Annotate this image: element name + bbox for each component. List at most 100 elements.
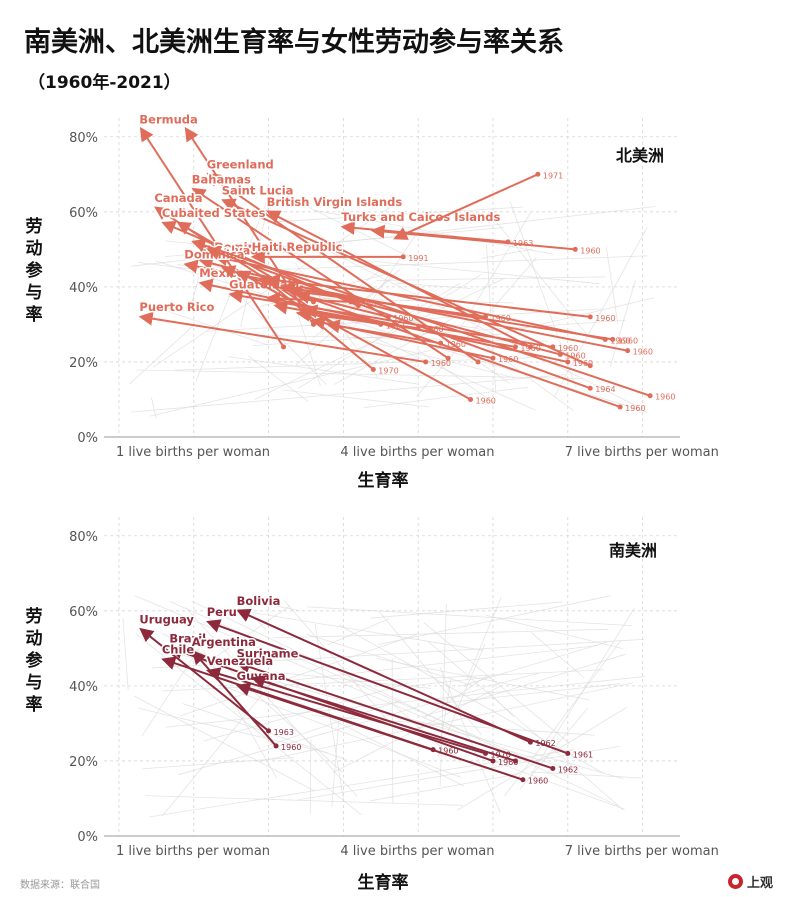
series-label: Uruguay xyxy=(139,613,194,627)
start-year-label: 1964 xyxy=(595,385,615,394)
series-label: Suriname xyxy=(237,646,299,660)
background-line xyxy=(185,607,358,797)
series-start-point xyxy=(512,344,518,350)
start-year-label: 1960 xyxy=(446,340,466,349)
background-line xyxy=(466,596,502,681)
background-line xyxy=(481,248,533,259)
background-line xyxy=(314,624,344,800)
brand-logo: 上观 xyxy=(728,872,773,891)
background-line xyxy=(165,676,646,728)
series-start-point xyxy=(587,363,593,369)
start-year-label: 1960 xyxy=(610,336,630,345)
series-label-halo: Venezuela xyxy=(207,654,273,668)
background-line xyxy=(286,645,599,682)
background-line xyxy=(416,348,493,403)
start-year-label: 1960 xyxy=(528,777,548,786)
start-year-label: 1963 xyxy=(274,728,294,737)
start-year-label: 1970 xyxy=(491,750,511,759)
background-line xyxy=(422,653,626,718)
background-line xyxy=(248,599,300,612)
background-line xyxy=(312,715,595,736)
series-start-point xyxy=(475,359,481,365)
series-label: Bermuda xyxy=(139,112,197,126)
series-start-point xyxy=(266,728,272,734)
x-axis-label: 生育率 xyxy=(358,872,409,893)
series-start-point xyxy=(610,336,616,342)
background-line xyxy=(400,676,492,688)
background-line xyxy=(180,634,418,717)
series-line xyxy=(295,307,419,330)
x-axis-label: 生育率 xyxy=(358,470,409,491)
background-line xyxy=(423,622,571,744)
series-label: Peru xyxy=(207,605,237,619)
series-line xyxy=(288,285,486,318)
series-line xyxy=(206,619,569,755)
series-label-halo: Puerto Rico xyxy=(139,300,214,314)
series-start-point xyxy=(557,351,563,357)
series-label: Bahamas xyxy=(192,172,251,186)
background-line xyxy=(486,244,497,392)
series-label: Greenland xyxy=(207,157,274,171)
background-line xyxy=(352,336,515,379)
background-line xyxy=(191,600,618,807)
series-line xyxy=(236,609,531,744)
page-subtitle: （1960年-2021） xyxy=(28,73,181,93)
series-label-halo: Brazil xyxy=(169,631,206,645)
background-line xyxy=(504,639,622,797)
series-label-halo: British Virgin Islands xyxy=(267,195,403,209)
y-tick-label: 0% xyxy=(77,431,98,446)
background-line xyxy=(431,683,621,705)
series-start-point xyxy=(483,314,489,320)
series-start-point xyxy=(647,393,653,399)
background-line xyxy=(309,739,312,815)
series-label: Saint Lucia xyxy=(222,184,294,198)
background-line xyxy=(178,687,485,776)
series-start-point xyxy=(587,385,593,391)
series-start-point xyxy=(370,366,376,372)
page-title: 南美洲、北美洲生育率与女性劳动参与率关系 xyxy=(24,27,564,58)
background-line xyxy=(228,356,417,385)
background-line xyxy=(530,771,642,779)
panel-title: 北美洲 xyxy=(616,146,664,165)
series-start-point xyxy=(550,344,556,350)
series-start-point xyxy=(348,299,354,305)
series-start-point xyxy=(617,404,623,410)
background-line xyxy=(427,641,624,811)
background-line xyxy=(313,243,641,408)
background-line xyxy=(142,757,295,770)
series-label-halo: Cuba xyxy=(162,206,195,220)
series-label-halo: Argentina xyxy=(192,635,256,649)
chart-panel-1: 0% 20% 40% 60% 80% 1 live births per woman 4 l… xyxy=(26,111,719,491)
start-year-label: 1960 xyxy=(618,336,638,345)
series-start-point xyxy=(572,246,578,252)
series-label: British Virgin Islands xyxy=(267,195,403,209)
series-label-halo: Saint Lucia xyxy=(222,184,294,198)
y-tick-label: 40% xyxy=(69,680,98,695)
series-label: Turks and Caicos Islands xyxy=(341,210,500,224)
start-year-label: 1960 xyxy=(580,246,600,255)
background-line xyxy=(220,684,461,778)
series-label-halo: Uruguay xyxy=(139,613,194,627)
series-label-halo: Bolivia xyxy=(237,594,281,608)
series-label: Argentina xyxy=(192,635,256,649)
series-line xyxy=(370,224,576,251)
background-line xyxy=(502,748,574,771)
series-line xyxy=(138,311,426,363)
background-line xyxy=(331,721,340,807)
start-year-label: 1971 xyxy=(543,171,563,180)
y-tick-label: 20% xyxy=(69,356,98,371)
series-start-point xyxy=(535,171,541,177)
series-line xyxy=(295,290,389,318)
series-label: Chile xyxy=(162,643,195,657)
series-label: Puerto Rico xyxy=(139,300,214,314)
y-tick-label: 0% xyxy=(77,830,98,845)
background-line xyxy=(271,206,524,223)
series-label-halo: Canada xyxy=(154,191,202,205)
series-label-halo: Suriname xyxy=(237,646,299,660)
brand-name: 上观 xyxy=(747,876,774,891)
background-line xyxy=(272,628,609,639)
background-line xyxy=(169,601,542,766)
y-tick-label: 80% xyxy=(69,131,98,146)
background-line xyxy=(257,334,549,342)
series-label-halo: Peru xyxy=(207,605,237,619)
